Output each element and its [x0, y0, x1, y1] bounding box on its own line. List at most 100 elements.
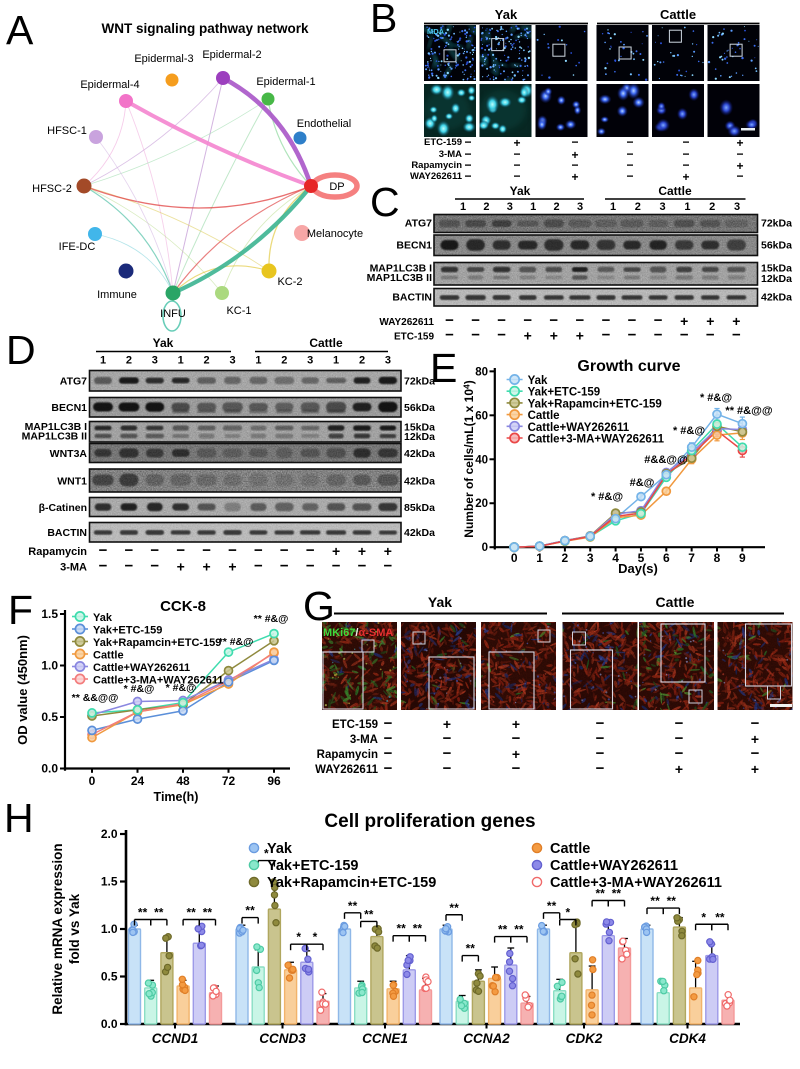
svg-text:Rapamycin: Rapamycin [28, 546, 87, 558]
svg-text:−: − [571, 158, 578, 172]
svg-text:WAY262611: WAY262611 [410, 171, 463, 182]
svg-text:3: 3 [577, 201, 583, 213]
svg-text:+: + [675, 761, 683, 777]
svg-text:Epidermal-4: Epidermal-4 [80, 79, 139, 91]
svg-text:CCK-8: CCK-8 [160, 598, 206, 615]
svg-text:−: − [596, 760, 605, 777]
svg-text:+: + [177, 559, 185, 575]
svg-text:1: 1 [460, 201, 466, 213]
svg-text:CCND3: CCND3 [259, 1031, 306, 1046]
svg-text:1: 1 [684, 201, 690, 213]
svg-text:15kDa: 15kDa [404, 422, 435, 434]
svg-text:5: 5 [638, 551, 645, 565]
svg-text:42kDa: 42kDa [404, 527, 435, 539]
svg-text:+: + [751, 731, 759, 747]
svg-text:1: 1 [255, 355, 261, 367]
svg-text:1.0: 1.0 [101, 922, 118, 936]
svg-text:−: − [596, 715, 605, 732]
svg-text:−: − [513, 158, 520, 172]
svg-text:−: − [464, 158, 471, 172]
svg-text:ETC-159: ETC-159 [394, 332, 434, 343]
svg-text:−: − [497, 312, 506, 329]
svg-text:−: − [202, 542, 211, 559]
svg-text:ETC-159: ETC-159 [332, 719, 378, 731]
svg-text:KC-2: KC-2 [277, 276, 302, 288]
svg-text:WNT1: WNT1 [57, 476, 87, 488]
svg-text:fold vs Yak: fold vs Yak [67, 893, 82, 964]
svg-text:85kDa: 85kDa [404, 502, 435, 514]
svg-text:Cattle: Cattle [528, 410, 560, 422]
svg-text:B: B [370, 0, 397, 41]
svg-text:Yak: Yak [510, 184, 531, 198]
svg-text:KC-1: KC-1 [226, 305, 251, 317]
svg-text:3: 3 [307, 355, 313, 367]
svg-text:40: 40 [475, 454, 488, 466]
svg-text:Cell proliferation genes: Cell proliferation genes [324, 811, 535, 832]
svg-text:1: 1 [530, 201, 536, 213]
svg-text:CCNA2: CCNA2 [463, 1031, 510, 1046]
svg-text:**: ** [364, 907, 374, 921]
svg-text:* #&@: * #&@ [166, 682, 197, 694]
svg-text:+: + [228, 559, 236, 575]
svg-text:Yak: Yak [528, 375, 548, 387]
svg-text:8: 8 [714, 551, 721, 565]
svg-text:−: − [751, 745, 760, 762]
svg-text:**: ** [667, 894, 677, 908]
svg-text:**: ** [397, 922, 407, 936]
svg-text:OD value (450nm): OD value (450nm) [15, 635, 30, 745]
svg-text:−: − [675, 730, 684, 747]
svg-text:20: 20 [475, 498, 488, 510]
svg-text:**: ** [650, 894, 660, 908]
svg-text:**: ** [154, 906, 164, 920]
svg-text:** &&@@: ** &&@@ [72, 692, 119, 704]
svg-text:**: ** [413, 922, 423, 936]
svg-text:E: E [430, 345, 457, 391]
svg-text:−: − [628, 312, 637, 329]
svg-text:A: A [6, 7, 34, 53]
svg-text:−: − [682, 147, 689, 161]
svg-text:−: − [571, 135, 578, 149]
svg-text:0.5: 0.5 [41, 710, 58, 724]
svg-text:−: − [125, 542, 134, 559]
svg-text:+: + [203, 559, 211, 575]
svg-text:+: + [571, 170, 578, 184]
svg-text:+: + [358, 543, 366, 559]
svg-text:CDK4: CDK4 [669, 1031, 706, 1046]
svg-text:Cattle+3-MA+WAY262611: Cattle+3-MA+WAY262611 [550, 875, 722, 891]
svg-text:−: − [602, 312, 611, 329]
svg-text:Cattle: Cattle [656, 594, 695, 610]
svg-text:C: C [370, 179, 400, 225]
svg-text:**: ** [715, 910, 725, 924]
svg-text:+: + [571, 148, 578, 162]
svg-text:** #&@: ** #&@ [254, 613, 289, 625]
svg-text:Cattle+3-MA+WAY262611: Cattle+3-MA+WAY262611 [93, 675, 223, 687]
svg-text:12kDa: 12kDa [761, 273, 792, 285]
svg-text:CCNE1: CCNE1 [362, 1031, 408, 1046]
svg-text:Day(s): Day(s) [618, 561, 658, 576]
svg-text:60: 60 [475, 410, 488, 422]
svg-text:−: − [176, 542, 185, 559]
svg-text:β-Catinen: β-Catinen [39, 502, 87, 514]
svg-text:**: ** [498, 923, 508, 937]
svg-text:−: − [596, 730, 605, 747]
svg-text:**: ** [203, 906, 213, 920]
svg-text:−: − [512, 730, 521, 747]
svg-text:72kDa: 72kDa [404, 376, 435, 388]
svg-text:+: + [576, 328, 584, 344]
svg-text:MDA: MDA [427, 27, 445, 36]
svg-text:−: − [443, 730, 452, 747]
svg-text:Yak+Rapamcin+ETC-159: Yak+Rapamcin+ETC-159 [528, 398, 662, 410]
svg-text:−: − [384, 558, 393, 575]
svg-text:H: H [4, 795, 34, 841]
svg-text:**: ** [245, 904, 255, 918]
svg-text:Yak: Yak [267, 841, 293, 857]
svg-text:−: − [751, 715, 760, 732]
svg-text:**: ** [449, 901, 459, 915]
svg-text:+: + [682, 170, 689, 184]
svg-text:−: − [736, 147, 743, 161]
svg-text:* #&@: * #&@ [673, 425, 705, 437]
svg-text:−: − [512, 760, 521, 777]
svg-text:Yak+Rapamcin+ETC-159: Yak+Rapamcin+ETC-159 [93, 637, 221, 649]
svg-text:−: − [675, 745, 684, 762]
svg-text:MAP1LC3B II: MAP1LC3B II [367, 272, 432, 284]
